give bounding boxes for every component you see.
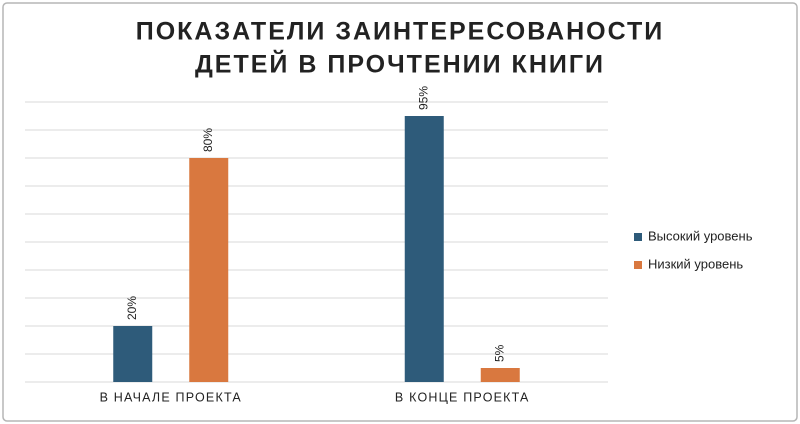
data-label: 20% (125, 296, 139, 320)
bar (113, 326, 153, 382)
x-tick-label: В КОНЦЕ ПРОЕКТА (395, 390, 530, 404)
bar (189, 158, 229, 382)
data-label: 80% (201, 128, 215, 152)
legend-swatch (634, 233, 642, 241)
bar (480, 368, 520, 382)
x-tick-label: В НАЧАЛЕ ПРОЕКТА (100, 390, 242, 404)
data-label: 95% (416, 86, 430, 110)
chart-title: ДЕТЕЙ В ПРОЧТЕНИИ КНИГИ (195, 49, 605, 79)
data-label: 5% (492, 344, 506, 362)
bar (404, 116, 444, 382)
legend-label: Высокий уровень (648, 228, 753, 243)
legend-swatch (634, 261, 642, 269)
legend-label: Низкий уровень (648, 256, 743, 271)
chart-title: ПОКАЗАТЕЛИ ЗАИНТЕРЕСОВАНОСТИ (136, 18, 665, 46)
